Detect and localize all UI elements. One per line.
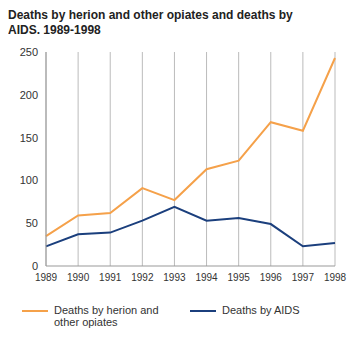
svg-text:1994: 1994 (195, 272, 218, 283)
svg-text:1998: 1998 (324, 272, 347, 283)
svg-text:50: 50 (26, 217, 38, 229)
svg-text:250: 250 (20, 46, 38, 58)
svg-text:1989: 1989 (35, 272, 58, 283)
html-text:Deaths by AIDS: Deaths by AIDS (222, 304, 300, 316)
svg-text:150: 150 (20, 132, 38, 144)
svg-text:1990: 1990 (67, 272, 90, 283)
svg-text:100: 100 (20, 174, 38, 186)
svg-text:1995: 1995 (228, 272, 251, 283)
html-text:Deaths by herion and other opi: Deaths by herion and other opiates (54, 304, 159, 328)
svg-text:1996: 1996 (260, 272, 283, 283)
svg-text:200: 200 (20, 89, 38, 101)
svg-text:1992: 1992 (131, 272, 154, 283)
svg-text:1991: 1991 (99, 272, 122, 283)
html-text:Deaths by herion and other opi: Deaths by herion and other opiates and d… (8, 8, 293, 37)
svg-text:1993: 1993 (163, 272, 186, 283)
svg-text:1997: 1997 (292, 272, 315, 283)
svg-text:0: 0 (32, 260, 38, 272)
